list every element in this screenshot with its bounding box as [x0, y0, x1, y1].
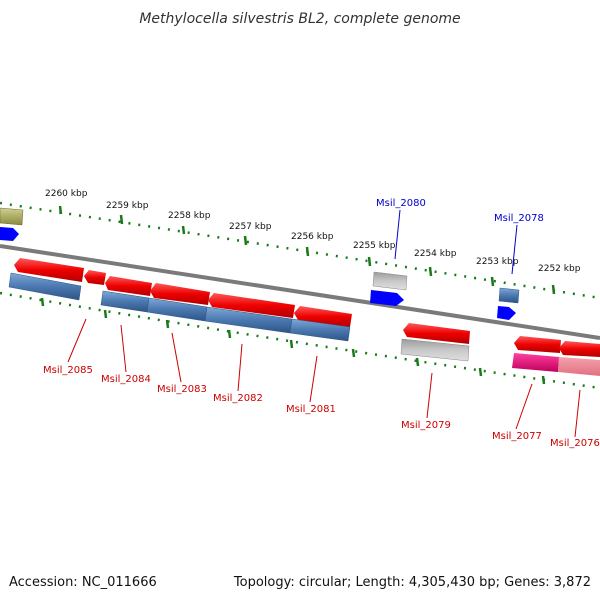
ruler-major-ticks-bottom	[40, 297, 546, 385]
ruler-label: 2252 kbp	[538, 264, 581, 274]
gene-label[interactable]: Msil_2084	[101, 374, 151, 385]
ruler-label: 2257 kbp	[229, 222, 272, 232]
label-leader-lines-blue	[394, 209, 518, 275]
map-title: Methylocella silvestris BL2, complete ge…	[139, 11, 460, 27]
ruler-label: 2254 kbp	[414, 249, 457, 259]
cds-msil-2084	[105, 276, 152, 296]
ruler-label: 2258 kbp	[168, 211, 211, 221]
gene-label[interactable]: Msil_2079	[401, 420, 451, 431]
gene-label[interactable]: Msil_2085	[43, 365, 93, 376]
label-leader-lines-red	[67, 318, 581, 438]
cds-small	[84, 270, 106, 285]
gene-label[interactable]: Msil_2077	[492, 431, 542, 442]
forward-arrow-msil-2078	[497, 306, 516, 320]
feature-pink	[558, 357, 600, 376]
accession-text: Accession: NC_011666	[9, 575, 157, 590]
topology-text: Topology: circular; Length: 4,305,430 bp…	[233, 575, 591, 590]
gene-label[interactable]: Msil_2083	[157, 384, 207, 395]
ruler-label: 2259 kbp	[106, 201, 149, 211]
genome-backbone	[0, 244, 600, 340]
gene-label[interactable]: Msil_2078	[494, 213, 544, 224]
ruler-label: 2255 kbp	[353, 241, 396, 251]
forward-arrow-msil-2080	[370, 290, 404, 306]
ruler-major-ticks-top	[58, 205, 556, 295]
gene-label[interactable]: Msil_2081	[286, 404, 336, 415]
cds-features-left	[14, 258, 600, 357]
cds-msil-2077	[514, 336, 561, 353]
cds-msil-2082	[208, 293, 295, 318]
ruler-label: 2256 kbp	[291, 232, 334, 242]
gene-msil-2079-gray	[400, 338, 470, 362]
gene-label[interactable]: Msil_2082	[213, 393, 263, 404]
feature-magenta	[512, 353, 559, 372]
gene-msil-2081	[289, 318, 351, 342]
ruler-label: 2253 kbp	[476, 257, 519, 267]
gene-label[interactable]: Msil_2080	[376, 198, 426, 209]
gene-labels-red: Msil_2085 Msil_2084 Msil_2083 Msil_2082 …	[43, 365, 600, 449]
cds-msil-2081	[294, 306, 352, 327]
ruler-label: 2260 kbp	[45, 189, 88, 199]
cds-msil-2079	[403, 323, 470, 344]
gene-msil-2085	[8, 272, 82, 301]
cds-msil-2076	[559, 341, 600, 357]
gene-features-left	[8, 272, 351, 342]
feature-olive	[0, 207, 24, 226]
cds-msil-2085	[14, 258, 84, 282]
gene-labels-blue: Msil_2080 Msil_2078	[376, 198, 544, 224]
gene-label[interactable]: Msil_2076	[550, 438, 600, 449]
gene-msil-2078-bar	[498, 287, 520, 304]
forward-gene-arrow	[0, 227, 19, 241]
gene-msil-2080-gray	[372, 271, 408, 291]
cds-msil-2083	[150, 283, 210, 305]
ruler-labels: 2260 kbp 2259 kbp 2258 kbp 2257 kbp 2256…	[45, 189, 581, 274]
